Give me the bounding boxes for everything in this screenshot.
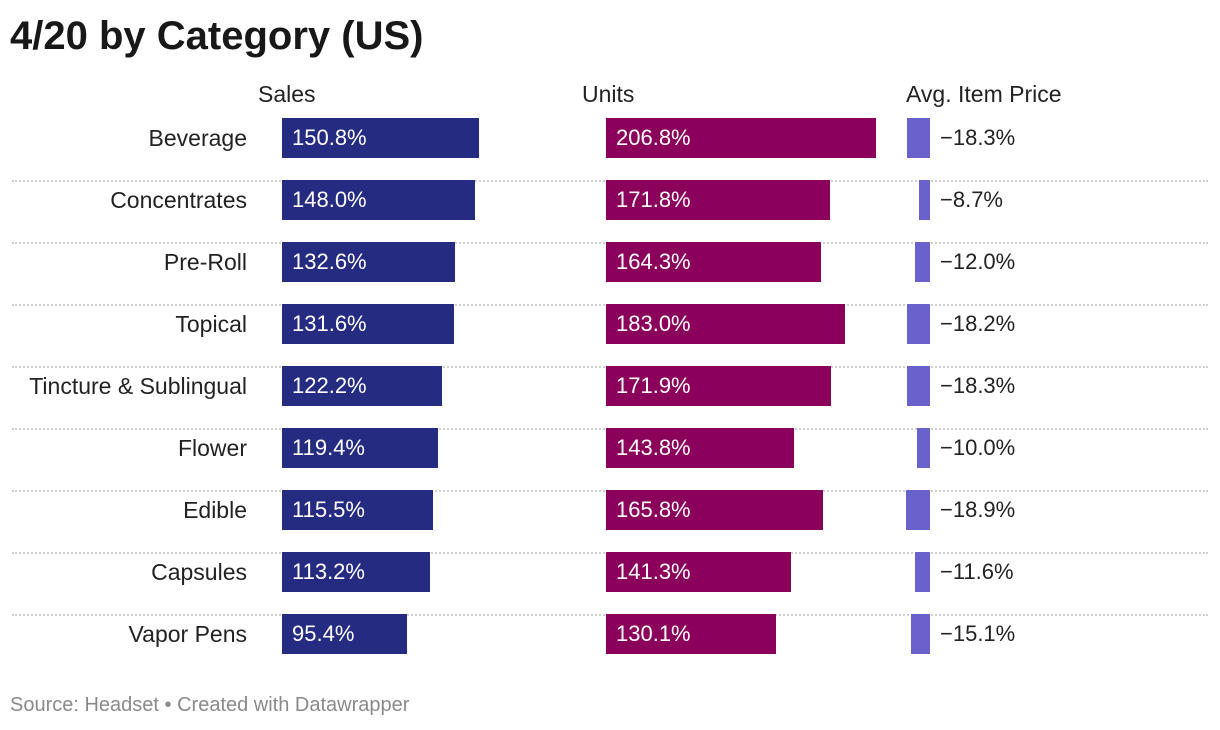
price-value-label: −18.9% (940, 497, 1016, 522)
price-value-label: −18.3% (940, 125, 1016, 150)
category-row-tincture-and-sublingual: Tincture & Sublingual 122.2% 171.9% −18.3% (12, 366, 1208, 430)
units-bar (606, 552, 791, 592)
price-value-label: −8.7% (940, 187, 1003, 212)
category-label: Topical (175, 311, 247, 337)
price-value-label: −18.3% (940, 373, 1016, 398)
units-value-label: 171.9% (616, 373, 691, 398)
category-label: Concentrates (110, 187, 247, 213)
category-row-beverage: Beverage 150.8% 206.8% −18.3% (12, 118, 1208, 182)
units-value-label: 171.8% (616, 187, 691, 212)
chart-title: 4/20 by Category (US) (10, 14, 424, 58)
units-value-label: 143.8% (616, 435, 691, 460)
price-bar (907, 304, 930, 344)
sales-value-label: 148.0% (292, 187, 367, 212)
category-row-concentrates: Concentrates 148.0% 171.8% −8.7% (12, 180, 1208, 244)
category-row-topical: Topical 131.6% 183.0% −18.2% (12, 304, 1208, 368)
sales-value-label: 132.6% (292, 249, 367, 274)
category-row-vapor-pens: Vapor Pens 95.4% 130.1% −15.1% (12, 614, 1208, 676)
price-value-label: −15.1% (940, 621, 1016, 646)
price-bar (907, 366, 930, 406)
sales-value-label: 113.2% (292, 559, 365, 584)
category-label: Tincture & Sublingual (29, 373, 247, 399)
category-label: Edible (183, 497, 247, 523)
price-bar (919, 180, 930, 220)
units-bar (606, 366, 831, 406)
price-bar (911, 614, 930, 654)
price-bar (917, 428, 930, 468)
source-footer: Source: Headset • Created with Datawrapp… (10, 694, 410, 716)
sales-value-label: 115.5% (292, 497, 365, 522)
units-value-label: 183.0% (616, 311, 691, 336)
category-label: Vapor Pens (128, 621, 247, 647)
price-bar (915, 242, 930, 282)
price-bar (907, 118, 930, 158)
price-bar (915, 552, 930, 592)
units-value-label: 164.3% (616, 249, 691, 274)
price-value-label: −12.0% (940, 249, 1016, 274)
sales-bar (282, 490, 433, 530)
units-column-header: Units (582, 81, 635, 107)
category-label: Pre-Roll (163, 249, 247, 275)
price-value-label: −11.6% (940, 559, 1014, 584)
price-column-header: Avg. Item Price (906, 81, 1062, 107)
units-bar (606, 118, 876, 158)
sales-value-label: 131.6% (292, 311, 367, 336)
sales-bar (282, 552, 430, 592)
sales-value-label: 122.2% (292, 373, 367, 398)
units-bar (606, 428, 794, 468)
sales-value-label: 95.4% (292, 621, 355, 646)
units-bar (606, 180, 830, 220)
units-bar (606, 242, 821, 282)
sales-column-header: Sales (258, 81, 316, 107)
category-row-edible: Edible 115.5% 165.8% −18.9% (12, 490, 1208, 554)
sales-bar (282, 614, 407, 654)
category-label: Flower (177, 435, 247, 461)
sales-bar (282, 118, 479, 158)
units-value-label: 206.8% (616, 125, 691, 150)
sales-value-label: 150.8% (292, 125, 367, 150)
category-row-capsules: Capsules 113.2% 141.3% −11.6% (12, 552, 1208, 616)
price-value-label: −18.2% (940, 311, 1016, 336)
category-label: Beverage (148, 125, 247, 151)
units-value-label: 130.1% (616, 621, 691, 646)
units-bar (606, 614, 776, 654)
units-value-label: 165.8% (616, 497, 691, 522)
category-row-pre-roll: Pre-Roll 132.6% 164.3% −12.0% (12, 242, 1208, 306)
price-value-label: −10.0% (940, 435, 1016, 460)
category-label: Capsules (151, 559, 247, 585)
units-bar (606, 304, 845, 344)
units-value-label: 141.3% (616, 559, 691, 584)
sales-value-label: 119.4% (292, 435, 365, 460)
sales-bar (282, 242, 455, 282)
sales-bar (282, 304, 454, 344)
sales-bar (282, 428, 438, 468)
sales-bar (282, 366, 442, 406)
units-bar (606, 490, 823, 530)
sales-bar (282, 180, 475, 220)
category-row-flower: Flower 119.4% 143.8% −10.0% (12, 428, 1208, 492)
price-bar (906, 490, 930, 530)
